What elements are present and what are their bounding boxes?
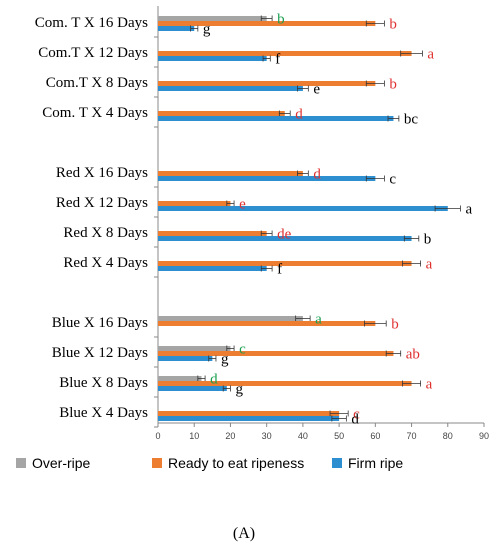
bar-ready-to-eat-ripeness [158, 261, 412, 266]
x-tick-label: 90 [479, 431, 489, 441]
bar-ready-to-eat-ripeness [158, 111, 285, 116]
category-label: Red X 4 Days [63, 255, 148, 271]
significance-letter: d [295, 107, 303, 123]
significance-letter: a [426, 257, 433, 273]
bar-firm-ripe [158, 356, 213, 361]
legend-label: Ready to eat ripeness [168, 455, 304, 471]
significance-letter: d [351, 412, 359, 428]
significance-letter: g [221, 352, 229, 368]
x-tick-label: 0 [155, 431, 160, 441]
bar-ready-to-eat-ripeness [158, 201, 231, 206]
bar-firm-ripe [158, 206, 448, 211]
significance-letter: f [275, 52, 280, 68]
category-label: Com.T X 12 Days [38, 45, 148, 61]
category-label: Com.T X 8 Days [46, 75, 148, 91]
significance-letter: bc [404, 112, 419, 128]
significance-letter: ab [406, 347, 420, 363]
significance-letter: c [239, 342, 246, 358]
significance-letter: a [427, 47, 434, 63]
legend-swatch [332, 458, 342, 468]
significance-letter: d [313, 167, 321, 183]
category-label: Red X 12 Days [56, 195, 148, 211]
significance-letter: a [465, 202, 472, 218]
bar-over-ripe [158, 16, 267, 21]
bar-firm-ripe [158, 26, 195, 31]
bar-firm-ripe [158, 176, 376, 181]
bar-over-ripe [158, 376, 202, 381]
significance-letter: b [424, 232, 432, 248]
bar-firm-ripe [158, 56, 267, 61]
significance-letter: de [277, 227, 292, 243]
category-label: Com. T X 16 Days [35, 15, 148, 31]
bar-firm-ripe [158, 116, 394, 121]
category-label: Com. T X 4 Days [42, 105, 148, 121]
category-label: Blue X 8 Days [59, 375, 148, 391]
bar-ready-to-eat-ripeness [158, 351, 394, 356]
significance-letter: d [210, 372, 218, 388]
significance-letter: e [239, 197, 246, 213]
significance-letter: e [313, 82, 320, 98]
legend: Over-ripe Ready to eat ripeness Firm ripe [16, 455, 403, 471]
significance-letter: c [353, 407, 360, 423]
category-label: Blue X 16 Days [52, 315, 148, 331]
bar-firm-ripe [158, 416, 340, 421]
legend-label: Over-ripe [32, 455, 91, 471]
x-tick-label: 50 [334, 431, 344, 441]
bar-ready-to-eat-ripeness [158, 411, 340, 416]
significance-letter: g [235, 382, 243, 398]
bars-layer [158, 15, 461, 422]
significance-letter: b [277, 12, 285, 28]
bar-ready-to-eat-ripeness [158, 381, 412, 386]
significance-letter: b [389, 77, 397, 93]
bar-firm-ripe [158, 86, 303, 91]
x-tick-label: 70 [407, 431, 417, 441]
x-tick-label: 10 [189, 431, 199, 441]
panel-label: (A) [233, 525, 255, 542]
bar-over-ripe [158, 346, 231, 351]
category-label: Blue X 12 Days [52, 345, 148, 361]
bar-ready-to-eat-ripeness [158, 21, 376, 26]
legend-label: Firm ripe [348, 455, 403, 471]
significance-letter: g [203, 22, 211, 38]
significance-letter: c [389, 172, 396, 188]
bar-ready-to-eat-ripeness [158, 171, 303, 176]
bar-ready-to-eat-ripeness [158, 231, 267, 236]
x-tick-label: 30 [262, 431, 272, 441]
bar-ready-to-eat-ripeness [158, 321, 376, 326]
significance-letter: a [315, 312, 322, 328]
significance-letter: b [389, 17, 397, 33]
bar-ready-to-eat-ripeness [158, 81, 376, 86]
labels-layer: Com. T X 16 Days b b g Com.T X 12 Days a f Com.… [35, 12, 473, 428]
bar-firm-ripe [158, 236, 412, 241]
legend-swatch [152, 458, 162, 468]
axis-layer: 0 10 20 30 40 50 60 70 80 90 [154, 6, 489, 441]
category-label: Blue X 4 Days [59, 405, 148, 421]
bar-firm-ripe [158, 266, 267, 271]
significance-letter: b [391, 317, 399, 333]
x-tick-label: 60 [370, 431, 380, 441]
x-tick-label: 20 [225, 431, 235, 441]
category-label: Red X 16 Days [56, 165, 148, 181]
category-label: Red X 8 Days [63, 225, 148, 241]
bar-firm-ripe [158, 386, 227, 391]
x-tick-label: 40 [298, 431, 308, 441]
bar-over-ripe [158, 316, 303, 321]
significance-letter: a [426, 377, 433, 393]
significance-letter: f [277, 262, 282, 278]
legend-swatch [16, 458, 26, 468]
x-tick-label: 80 [443, 431, 453, 441]
bar-ready-to-eat-ripeness [158, 51, 412, 56]
